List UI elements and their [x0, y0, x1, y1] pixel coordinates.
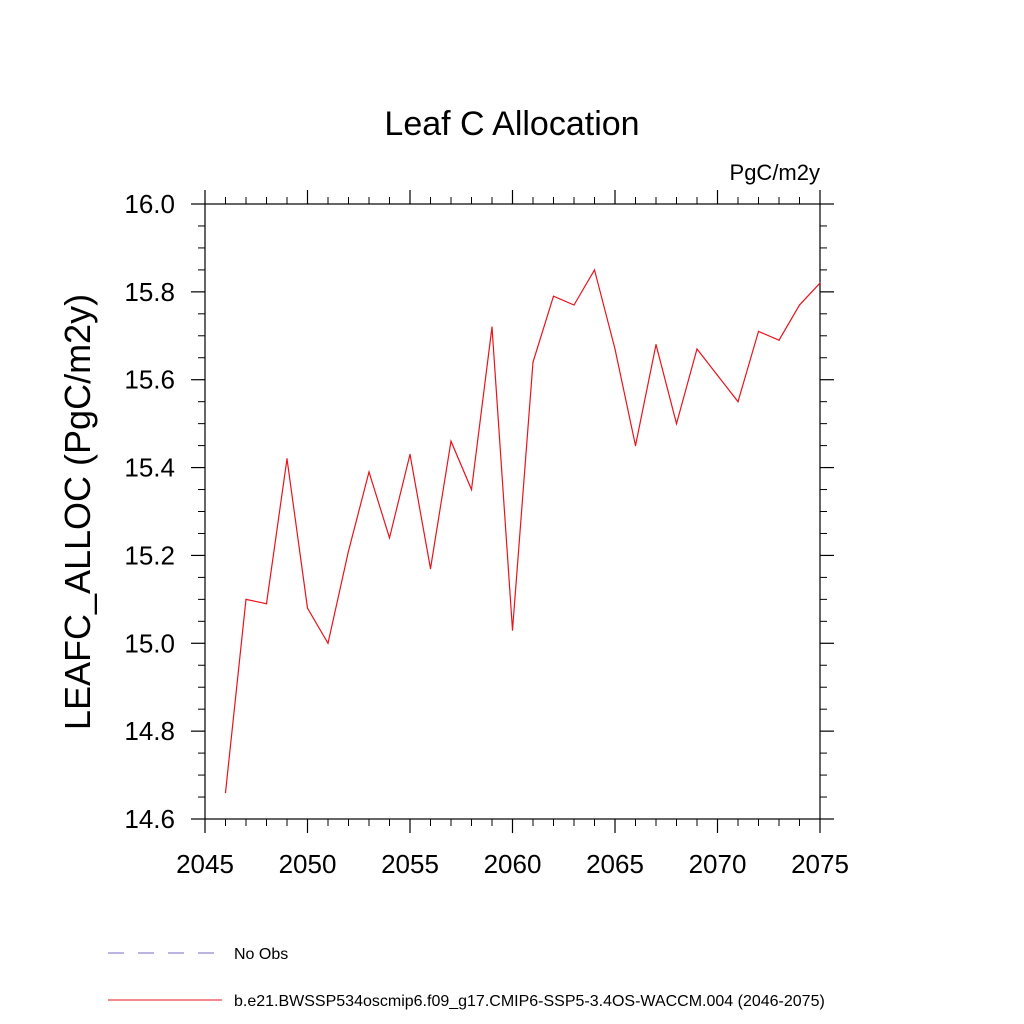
data-point: [716, 374, 719, 376]
data-point: [429, 568, 432, 570]
data-point: [511, 629, 514, 631]
data-point: [306, 607, 309, 609]
series-line: [224, 268, 821, 793]
data-point: [532, 361, 534, 363]
y-tick-label: 15.6: [124, 365, 175, 395]
data-point: [778, 339, 780, 341]
x-tick-label: 2070: [689, 849, 747, 879]
y-axis-label: LEAFC_ALLOC (PgC/m2y): [57, 294, 98, 730]
y-tick-label: 16.0: [124, 189, 175, 219]
data-point: [634, 445, 637, 447]
data-point: [491, 326, 493, 328]
x-tick-label: 2065: [586, 849, 644, 879]
data-point: [347, 550, 350, 552]
legend-label-no-obs: No Obs: [234, 946, 288, 963]
data-point: [655, 343, 657, 346]
y-tick-labels: 14.6 14.8 15.0 15.2 15.4 15.6 15.8 16.0: [124, 189, 175, 834]
data-point: [245, 598, 247, 600]
data-point: [470, 488, 473, 491]
x-tick-label: 2055: [381, 849, 439, 879]
plot-frame: [204, 203, 821, 820]
y-tick-label: 15.8: [124, 277, 175, 307]
data-point: [286, 458, 288, 460]
data-point: [368, 471, 370, 473]
y-tick-label: 15.0: [124, 628, 175, 658]
data-point: [552, 295, 555, 297]
data-point: [409, 453, 411, 455]
units-label: PgC/m2y: [730, 160, 820, 185]
data-point: [450, 440, 452, 442]
data-point: [593, 269, 596, 271]
legend: No Obs b.e21.BWSSP534oscmip6.f09_g17.CMI…: [108, 946, 825, 1010]
data-point: [573, 304, 575, 306]
data-point: [327, 642, 329, 644]
x-tick-label: 2045: [176, 849, 234, 879]
y-tick-label: 15.2: [124, 540, 175, 570]
y-tick-label: 14.8: [124, 716, 175, 746]
chart-title: Leaf C Allocation: [384, 105, 639, 143]
series-layer: [224, 268, 821, 794]
data-point: [737, 401, 739, 403]
data-point: [798, 304, 801, 306]
data-point: [675, 423, 678, 425]
data-point: [224, 792, 227, 794]
x-tick-label: 2050: [279, 849, 337, 879]
data-point: [757, 330, 760, 332]
data-point: [614, 348, 616, 350]
major-ticks: [191, 190, 834, 833]
x-tick-label: 2075: [791, 849, 849, 879]
y-tick-label: 14.6: [124, 804, 175, 834]
data-point: [819, 282, 821, 284]
data-point: [388, 537, 391, 539]
legend-label-model: b.e21.BWSSP534oscmip6.f09_g17.CMIP6-SSP5…: [234, 993, 825, 1010]
data-point: [265, 603, 268, 605]
x-tick-labels: 2045 2050 2055 2060 2065 2070 2075: [176, 849, 849, 879]
data-point: [696, 348, 698, 350]
minor-ticks: [198, 197, 827, 826]
x-tick-label: 2060: [484, 849, 542, 879]
y-tick-label: 15.4: [124, 453, 175, 483]
